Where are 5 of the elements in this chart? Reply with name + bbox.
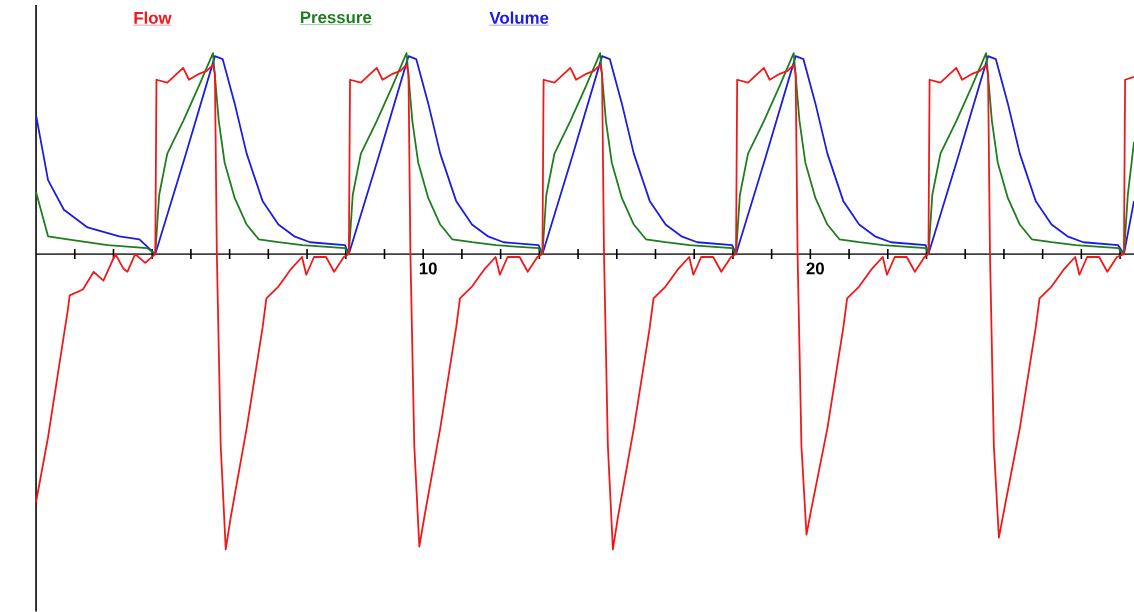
text: Volume: [489, 11, 549, 25]
x-tick-label: 20: [806, 262, 824, 275]
text: Pressure: [300, 11, 372, 24]
x-tick-label: 10: [419, 262, 437, 275]
text: Flow: [134, 11, 172, 25]
